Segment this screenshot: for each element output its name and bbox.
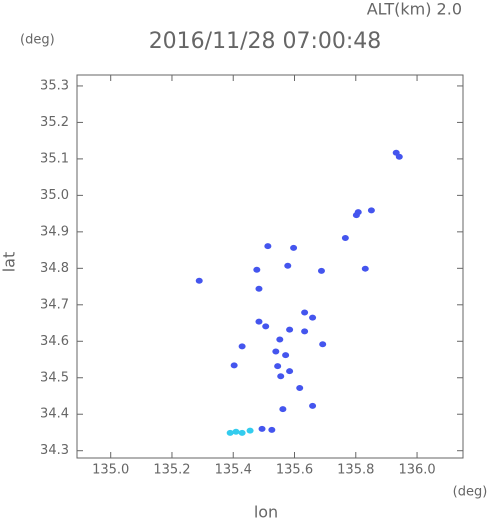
x-tick-label: 135.8: [337, 463, 374, 478]
echo-point: [264, 243, 272, 250]
echo-point: [226, 429, 234, 436]
echo-point: [309, 314, 317, 321]
x-unit: (deg): [453, 485, 488, 500]
echo-point: [290, 244, 298, 251]
echo-point: [361, 265, 369, 272]
x-tick-label: 135.2: [153, 463, 190, 478]
echo-point: [230, 362, 238, 369]
echo-point: [274, 363, 282, 370]
echo-point: [319, 341, 327, 348]
chart-title: 2016/11/28 07:00:48: [149, 29, 382, 54]
x-tick-label: 135.0: [92, 463, 129, 478]
x-tick-label: 135.4: [215, 463, 252, 478]
echo-point: [268, 426, 276, 433]
y-tick-label: 34.4: [40, 407, 69, 422]
echo-point: [301, 328, 309, 335]
echo-point: [286, 368, 294, 375]
y-tick-label: 34.9: [40, 224, 69, 239]
y-tick-label: 35.2: [40, 115, 69, 130]
echo-point: [317, 267, 325, 274]
echo-point: [341, 235, 349, 242]
echo-point: [255, 318, 263, 325]
y-tick-label: 34.6: [40, 334, 69, 349]
echo-point: [277, 373, 285, 380]
echo-point: [238, 343, 246, 350]
echo-point: [258, 425, 266, 432]
echo-point: [284, 262, 292, 269]
y-tick-label: 34.3: [40, 443, 69, 458]
echo-point: [395, 153, 403, 160]
x-tick-label: 136.0: [398, 463, 435, 478]
echo-point: [301, 309, 309, 316]
echo-point: [309, 402, 317, 409]
y-tick-label: 35.0: [40, 188, 69, 203]
y-tick-label: 35.3: [40, 78, 69, 93]
echo-point: [272, 348, 280, 355]
echo-point: [286, 326, 294, 333]
echo-point: [279, 406, 287, 413]
echo-point: [253, 266, 261, 273]
plot-frame: [76, 74, 464, 459]
echo-point: [246, 427, 254, 434]
x-tick-label: 135.6: [276, 463, 313, 478]
echo-point: [276, 336, 284, 343]
alt-label: ALT(km) 2.0: [367, 0, 462, 19]
echo-point: [262, 323, 270, 330]
y-tick-label: 34.7: [40, 297, 69, 312]
y-tick-label: 35.1: [40, 151, 69, 166]
echo-point: [238, 429, 246, 436]
echo-point: [354, 209, 362, 216]
echo-point: [255, 285, 263, 292]
y-tick-label: 34.8: [40, 261, 69, 276]
x-axis-label: lon: [254, 503, 278, 522]
y-tick-label: 34.5: [40, 370, 69, 385]
y-axis-label: lat: [0, 252, 19, 273]
y-unit: (deg): [20, 33, 55, 48]
echo-point: [232, 428, 240, 435]
echo-point: [282, 352, 290, 359]
echo-point: [367, 207, 375, 214]
echo-point: [296, 384, 304, 391]
echo-point: [195, 277, 203, 284]
